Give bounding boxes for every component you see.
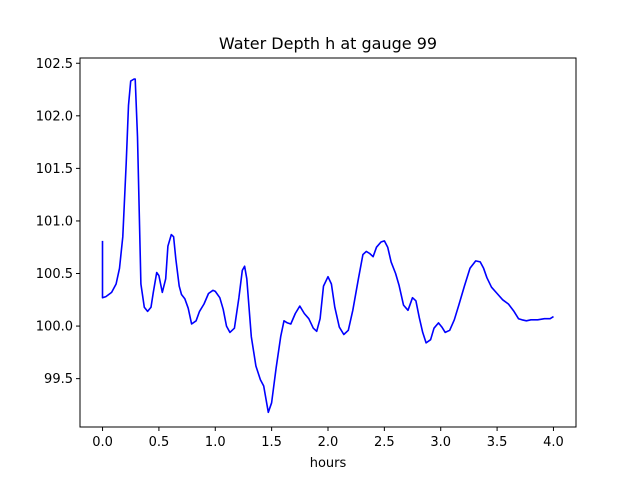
plot-area (101, 78, 554, 414)
x-tick-label: 1.5 (261, 435, 282, 450)
x-tick-label: 2.5 (374, 435, 395, 450)
x-tick-label: 0.5 (149, 435, 170, 450)
axes-frame (79, 57, 577, 428)
y-tick-label: 102.0 (36, 109, 73, 124)
y-tick-label: 101.0 (36, 214, 73, 229)
chart-title: Water Depth h at gauge 99 (219, 34, 437, 53)
y-tick-label: 102.5 (36, 57, 73, 72)
x-tick-label: 1.0 (205, 435, 226, 450)
series-line-0 (101, 78, 554, 414)
y-axis: 99.5 100.0 100.5 101.0 101.5 102.0 102.5 (36, 57, 80, 387)
x-tick-label: 2.0 (318, 435, 339, 450)
x-tick-label: 4.0 (543, 435, 564, 450)
x-tick-label: 3.5 (487, 435, 508, 450)
x-tick-label: 3.0 (430, 435, 451, 450)
y-tick-label: 100.5 (36, 267, 73, 282)
y-tick-label: 101.5 (36, 162, 73, 177)
y-tick-label: 99.5 (44, 372, 73, 387)
y-tick-label: 100.0 (36, 320, 73, 335)
x-axis-label: hours (310, 456, 347, 471)
x-tick-label: 0.0 (92, 435, 113, 450)
x-axis: 0.0 0.5 1.0 1.5 2.0 2.5 3.0 3.5 4.0 (92, 427, 564, 450)
